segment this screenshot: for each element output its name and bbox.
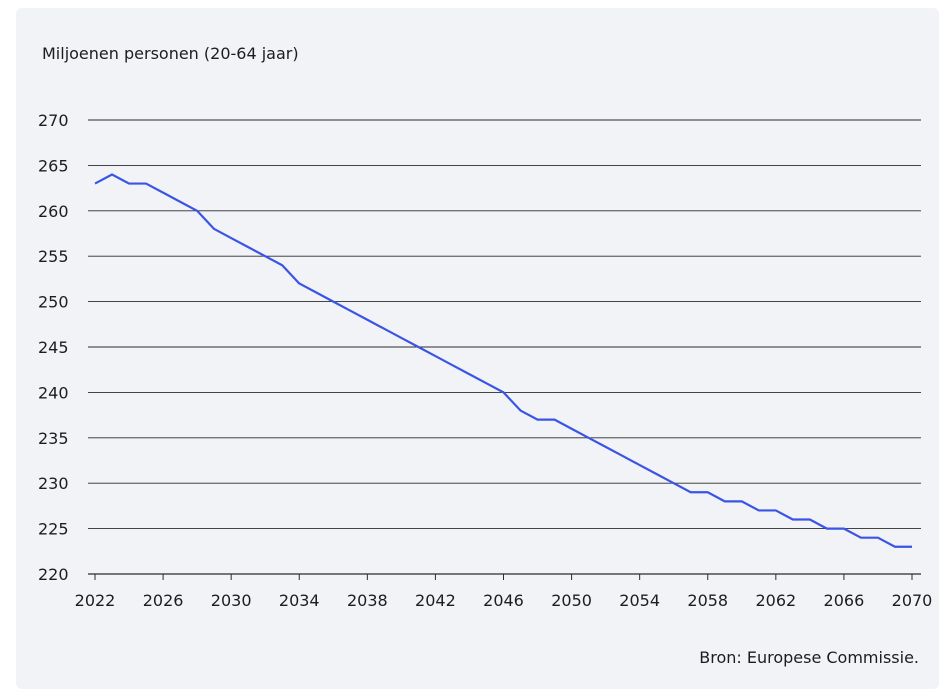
chart-panel [16,8,939,689]
x-tick-label: 2058 [687,591,728,610]
source-note: Bron: Europese Commissie. [699,648,919,667]
y-tick-labels: 220 225 230 235 240 245 250 255 260 265 270 [38,111,69,584]
y-tick-label: 255 [38,247,69,266]
x-tick-label: 2070 [892,591,933,610]
x-tick-labels: 2022 2026 2030 2034 2038 2042 2046 2050 2054 2058… [75,574,933,610]
x-tick-label: 2046 [483,591,524,610]
x-tick-label: 2038 [347,591,388,610]
y-tick-label: 260 [38,202,69,221]
y-tick-label: 230 [38,474,69,493]
x-tick-label: 2066 [824,591,865,610]
y-axis-title: Miljoenen personen (20-64 jaar) [42,44,299,63]
y-tick-label: 240 [38,383,69,402]
x-tick-label: 2030 [211,591,252,610]
y-tick-label: 270 [38,111,69,130]
x-tick-label: 2042 [415,591,456,610]
y-tick-label: 265 [38,156,69,175]
series-layer [94,173,912,548]
x-tick-label: 2026 [143,591,184,610]
x-tick-label: 2022 [75,591,116,610]
x-tick-label: 2050 [551,591,592,610]
x-tick-label: 2034 [279,591,320,610]
x-tick-label: 2054 [619,591,660,610]
y-tick-label: 250 [38,293,69,312]
y-tick-label: 235 [38,429,69,448]
y-tick-label: 220 [38,565,69,584]
x-tick-label: 2062 [755,591,796,610]
y-tick-label: 225 [38,520,69,539]
series-line-0 [94,173,912,548]
grid-lines [88,119,921,575]
y-tick-label: 245 [38,338,69,357]
